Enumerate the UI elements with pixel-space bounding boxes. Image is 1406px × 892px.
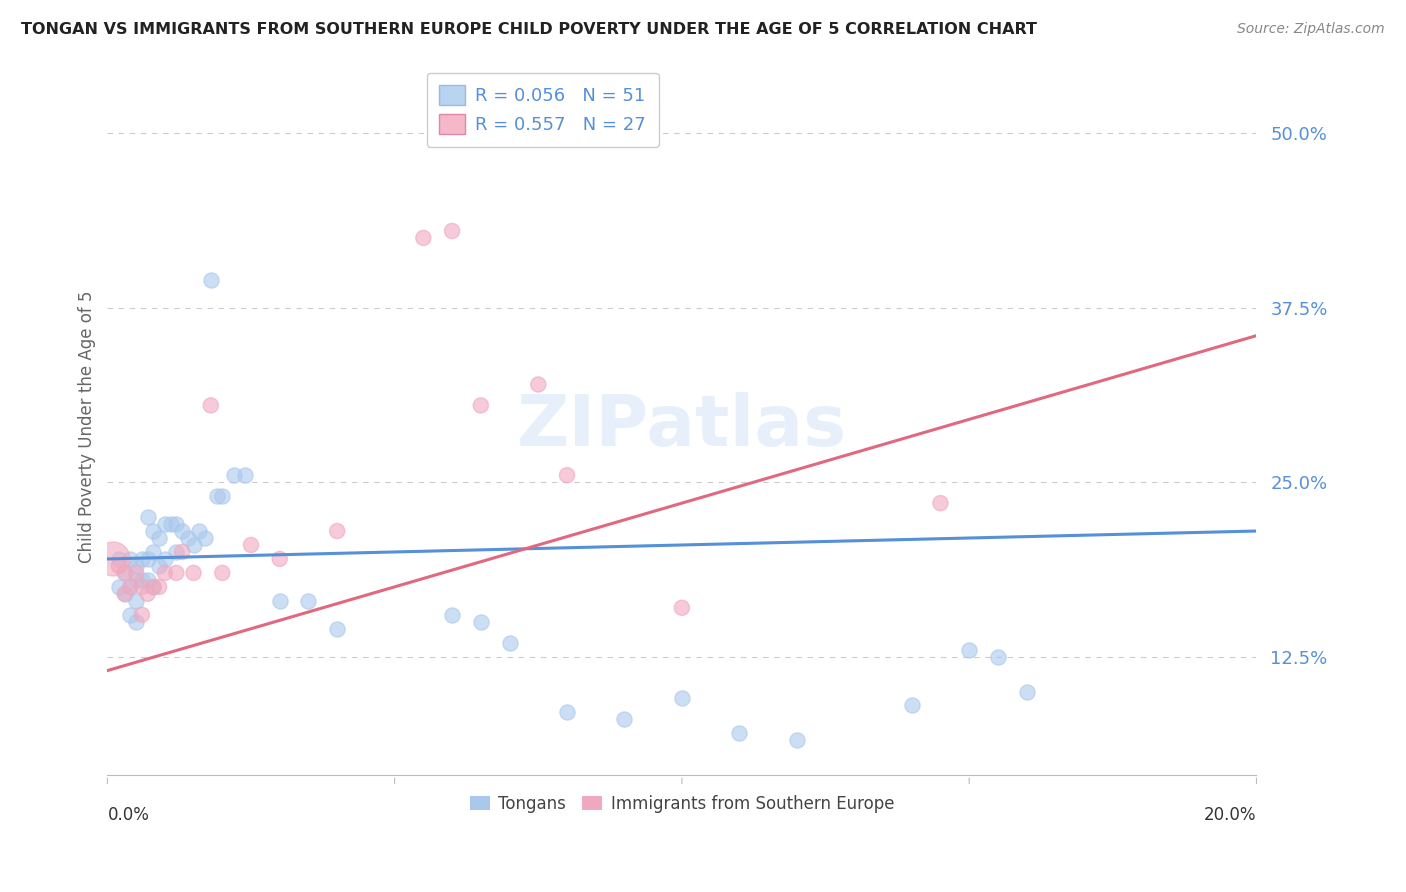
Point: [165, 516, 187, 531]
Point: [153, 516, 176, 531]
Point: [125, 594, 148, 608]
Point: [125, 573, 148, 587]
Point: [131, 573, 153, 587]
Point: [194, 531, 217, 545]
Point: [108, 580, 131, 594]
Point: [326, 622, 349, 636]
Point: [165, 545, 187, 559]
Point: [1015, 684, 1038, 698]
Point: [101, 552, 124, 566]
Point: [131, 552, 153, 566]
Point: [125, 615, 148, 629]
Point: [148, 580, 170, 594]
Point: [957, 642, 980, 657]
Point: [165, 566, 187, 580]
Point: [233, 468, 256, 483]
Point: [120, 607, 142, 622]
Text: 0.0%: 0.0%: [107, 806, 149, 824]
Point: [125, 558, 148, 573]
Point: [136, 552, 159, 566]
Point: [613, 713, 636, 727]
Point: [269, 594, 291, 608]
Y-axis label: Child Poverty Under the Age of 5: Child Poverty Under the Age of 5: [79, 290, 96, 563]
Point: [159, 516, 181, 531]
Point: [900, 698, 922, 713]
Point: [148, 531, 170, 545]
Point: [148, 558, 170, 573]
Point: [183, 566, 205, 580]
Point: [470, 615, 492, 629]
Point: [211, 489, 233, 503]
Point: [200, 399, 222, 413]
Point: [555, 706, 578, 720]
Point: [441, 224, 464, 238]
Point: [987, 649, 1010, 664]
Text: 20.0%: 20.0%: [1204, 806, 1257, 824]
Point: [671, 691, 693, 706]
Point: [114, 566, 136, 580]
Point: [108, 552, 131, 566]
Point: [170, 545, 193, 559]
Point: [108, 558, 131, 573]
Point: [142, 545, 165, 559]
Point: [470, 399, 492, 413]
Point: [527, 377, 550, 392]
Point: [188, 524, 211, 538]
Point: [177, 531, 200, 545]
Point: [120, 580, 142, 594]
Legend: Tongans, Immigrants from Southern Europe: Tongans, Immigrants from Southern Europe: [463, 788, 901, 819]
Point: [114, 587, 136, 601]
Point: [240, 538, 263, 552]
Point: [728, 726, 751, 740]
Point: [136, 510, 159, 524]
Point: [153, 566, 176, 580]
Point: [326, 524, 349, 538]
Point: [136, 587, 159, 601]
Point: [142, 524, 165, 538]
Point: [170, 524, 193, 538]
Point: [441, 607, 464, 622]
Point: [297, 594, 319, 608]
Point: [153, 552, 176, 566]
Point: [125, 566, 148, 580]
Point: [136, 573, 159, 587]
Point: [555, 468, 578, 483]
Point: [131, 580, 153, 594]
Point: [269, 552, 291, 566]
Text: Source: ZipAtlas.com: Source: ZipAtlas.com: [1237, 22, 1385, 37]
Point: [114, 587, 136, 601]
Point: [205, 489, 228, 503]
Text: TONGAN VS IMMIGRANTS FROM SOUTHERN EUROPE CHILD POVERTY UNDER THE AGE OF 5 CORRE: TONGAN VS IMMIGRANTS FROM SOUTHERN EUROP…: [21, 22, 1038, 37]
Point: [498, 635, 520, 649]
Point: [222, 468, 245, 483]
Point: [120, 580, 142, 594]
Point: [183, 538, 205, 552]
Point: [671, 600, 693, 615]
Point: [114, 566, 136, 580]
Text: ZIPatlas: ZIPatlas: [517, 392, 846, 461]
Point: [120, 552, 142, 566]
Point: [929, 496, 952, 510]
Point: [786, 733, 808, 747]
Point: [142, 580, 165, 594]
Point: [412, 231, 434, 245]
Point: [211, 566, 233, 580]
Point: [131, 607, 153, 622]
Point: [142, 580, 165, 594]
Point: [200, 273, 222, 287]
